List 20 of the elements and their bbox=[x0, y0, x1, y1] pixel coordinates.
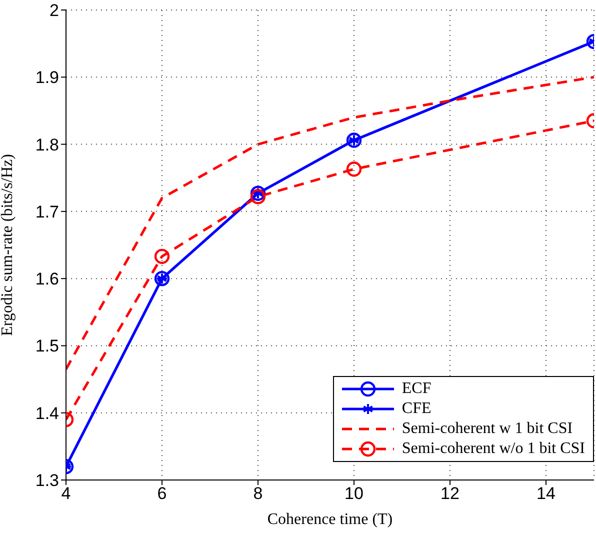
y-tick-label: 1.6 bbox=[35, 270, 59, 289]
legend-label: Semi-coherent w/o 1 bit CSI bbox=[402, 440, 585, 458]
y-tick-label: 1.9 bbox=[35, 68, 59, 88]
x-tick-label: 12 bbox=[440, 484, 460, 504]
y-tick-label: 1.3 bbox=[35, 471, 59, 490]
x-tick-label: 14 bbox=[536, 484, 556, 504]
x-tick-label: 6 bbox=[157, 484, 167, 504]
y-axis-title: Ergodic sum-rate (bits/s/Hz) bbox=[0, 154, 16, 336]
x-tick-label: 4 bbox=[61, 484, 71, 504]
x-axis-title: Coherence time (T) bbox=[267, 511, 393, 528]
y-tick-label: 1.5 bbox=[35, 336, 59, 356]
legend-label: ECF bbox=[402, 380, 432, 398]
y-tick-label: 1.7 bbox=[35, 202, 59, 222]
x-tick-label: 8 bbox=[253, 484, 263, 504]
legend-label: CFE bbox=[402, 400, 432, 418]
y-tick-label: 2 bbox=[50, 1, 59, 20]
y-tick-label: 1.4 bbox=[35, 404, 59, 423]
legend-label: Semi-coherent w 1 bit CSI bbox=[402, 420, 573, 438]
x-tick-label: 10 bbox=[344, 484, 364, 504]
y-tick-label: 1.8 bbox=[35, 135, 59, 154]
